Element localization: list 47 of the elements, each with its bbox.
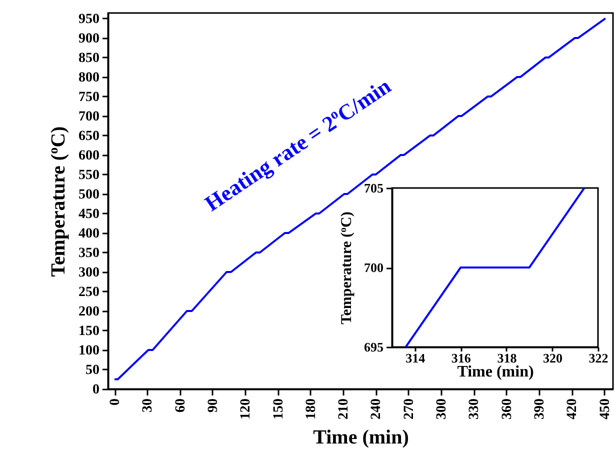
y-tick-label: 300 xyxy=(78,265,100,280)
x-tick-label: 330 xyxy=(467,398,482,420)
y-tick-label: 450 xyxy=(78,206,100,222)
x-tick-label: 60 xyxy=(173,398,188,412)
y-tick-label: 50 xyxy=(86,363,100,378)
y-tick-label: 850 xyxy=(78,50,100,66)
y-tick-label: 200 xyxy=(78,304,100,320)
y-tick-label: 950 xyxy=(78,12,100,27)
y-tick-label: 700 xyxy=(78,109,100,124)
x-tick-label: 90 xyxy=(206,398,221,412)
y-tick-label: 705 xyxy=(364,180,384,196)
y-tick-label: 150 xyxy=(78,324,100,339)
x-tick-label: 120 xyxy=(238,398,254,420)
y-tick-label: 250 xyxy=(78,284,100,300)
x-tick-label: 0 xyxy=(108,398,124,406)
x-tick-label: 420 xyxy=(565,398,580,420)
y-tick-label: 100 xyxy=(78,343,100,358)
x-tick-label: 30 xyxy=(140,398,156,412)
x-tick-label: 450 xyxy=(598,398,613,420)
x-tick-label: 322 xyxy=(588,350,608,366)
x-tick-label: 300 xyxy=(434,398,450,420)
y-tick-label: 750 xyxy=(78,90,100,105)
x-tick-label: 314 xyxy=(406,350,426,366)
y-tick-label: 550 xyxy=(78,168,100,183)
y-tick-label: 0 xyxy=(92,382,100,398)
x-tick-label: 240 xyxy=(369,398,384,420)
y-tick-label: 695 xyxy=(364,340,384,354)
y-tick-label: 500 xyxy=(78,187,100,202)
x-tick-label: 320 xyxy=(542,350,562,366)
y-tick-label: 900 xyxy=(78,31,100,46)
x-tick-label: 270 xyxy=(402,398,417,420)
x-tick-label: 210 xyxy=(336,398,352,420)
y-tick-label: 700 xyxy=(364,260,384,275)
x-tick-label: 150 xyxy=(271,398,286,420)
x-axis-title: Time (min) xyxy=(457,364,534,380)
line-series xyxy=(114,17,606,380)
y-tick-label: 400 xyxy=(78,226,100,242)
x-tick-label: 318 xyxy=(497,350,518,366)
y-tick-label: 800 xyxy=(78,70,100,86)
x-tick-label: 316 xyxy=(451,350,472,366)
y-tick-label: 650 xyxy=(78,128,100,144)
x-axis-title: Time (min) xyxy=(313,426,409,448)
x-tick-label: 390 xyxy=(532,398,548,420)
x-tick-label: 180 xyxy=(304,398,319,420)
y-tick-label: 600 xyxy=(78,148,100,164)
x-tick-label: 360 xyxy=(500,398,515,420)
y-tick-label: 350 xyxy=(78,246,100,261)
